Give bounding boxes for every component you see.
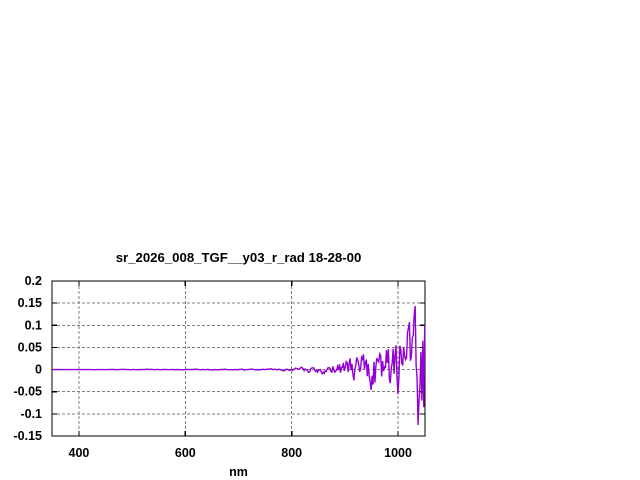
- svg-text:0.1: 0.1: [25, 318, 42, 332]
- svg-text:0: 0: [35, 363, 42, 377]
- svg-text:0.2: 0.2: [25, 274, 42, 288]
- svg-text:400: 400: [69, 446, 90, 460]
- svg-text:-0.1: -0.1: [20, 407, 42, 421]
- svg-text:nm: nm: [229, 465, 248, 479]
- svg-text:1000: 1000: [384, 446, 412, 460]
- svg-text:0.15: 0.15: [18, 296, 42, 310]
- svg-text:0.05: 0.05: [18, 340, 42, 354]
- svg-text:800: 800: [281, 446, 302, 460]
- svg-text:sr_2026_008_TGF__y03_r_rad 18-: sr_2026_008_TGF__y03_r_rad 18-28-00: [116, 250, 362, 265]
- svg-text:600: 600: [175, 446, 196, 460]
- svg-text:-0.15: -0.15: [14, 429, 43, 443]
- svg-text:-0.05: -0.05: [14, 385, 43, 399]
